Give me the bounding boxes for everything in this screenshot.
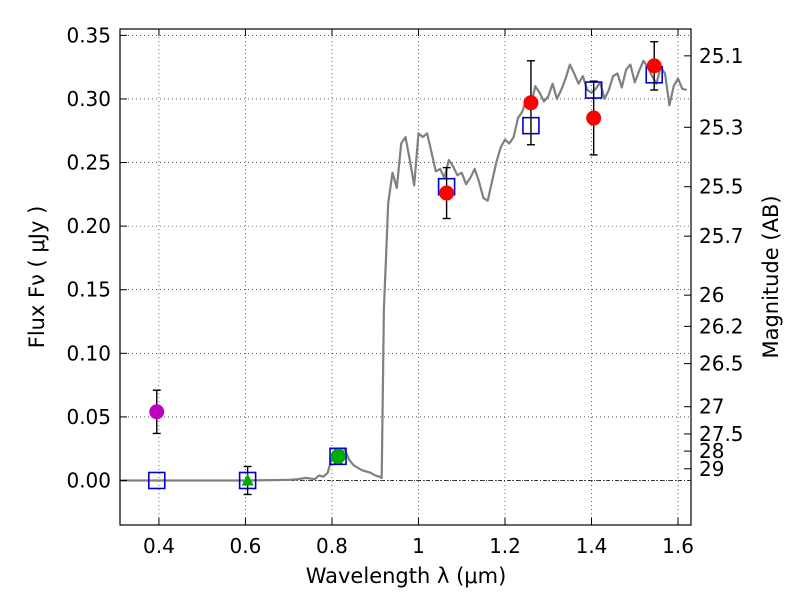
mag-tick-label: 27: [699, 395, 724, 419]
mag-tick-label: 25.7: [699, 224, 744, 248]
axis-ticks: 0.4 0.6 0.8 1 1.2 1.4 1.6 0.00 0.05 0.10 0.15 0.20 0…: [66, 23, 743, 558]
mag-tick-label: 28: [699, 439, 724, 463]
green-detections-marker: [330, 448, 346, 464]
y-tick-label: 0.20: [66, 214, 111, 238]
x-tick-label: 1.2: [489, 534, 521, 558]
y-tick-label: 0.10: [66, 341, 111, 365]
y-tick-label: 0.15: [66, 278, 111, 302]
x-tick-label: 1.4: [576, 534, 608, 558]
upper-limit-triangle-marker: [241, 473, 254, 486]
grid: [120, 29, 691, 525]
y-tick-label: 0.05: [66, 405, 111, 429]
mag-tick-label: 25.5: [699, 175, 744, 199]
red-detections-marker: [523, 95, 539, 111]
sed-model-line: [120, 59, 687, 482]
x-tick-label: 0.6: [230, 534, 262, 558]
mag-tick-label: 25.1: [699, 44, 744, 68]
red-detections-marker: [439, 185, 455, 201]
y-axis-label: Flux Fν ( μJy ): [25, 206, 49, 349]
y-tick-label: 0.00: [66, 468, 111, 492]
x-tick-label: 0.8: [316, 534, 348, 558]
magenta-detection-marker: [149, 404, 165, 420]
plot-frame: [119, 28, 692, 526]
x-tick-label: 1: [412, 534, 425, 558]
mag-tick-label: 27.5: [699, 422, 744, 446]
plot-area: [120, 41, 687, 496]
mag-tick-label: 26: [699, 283, 724, 307]
y2-axis-label: Magnitude (AB): [759, 195, 783, 358]
mag-tick-label: 26.5: [699, 352, 744, 376]
mag-tick-label: 29: [699, 457, 724, 481]
mag-tick-label: 26.2: [699, 314, 744, 338]
red-detections-marker: [646, 58, 662, 74]
x-axis-label: Wavelength λ (μm): [306, 564, 507, 588]
model-square-marker: [147, 471, 166, 490]
x-tick-label: 1.6: [662, 534, 694, 558]
mag-tick-label: 25.3: [699, 115, 744, 139]
model-square-marker: [329, 447, 347, 466]
y-tick-label: 0.30: [66, 87, 111, 111]
red-detections-marker: [586, 110, 602, 126]
y-tick-label: 0.35: [66, 23, 111, 47]
x-tick-label: 0.4: [143, 534, 175, 558]
y-tick-label: 0.25: [66, 151, 111, 175]
